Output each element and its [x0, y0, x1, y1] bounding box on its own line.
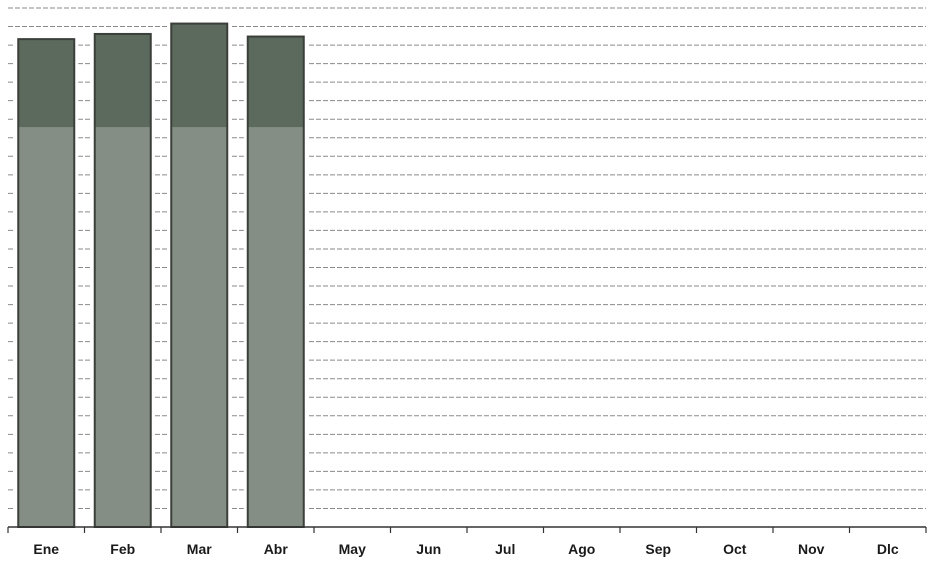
bar-feb	[90, 30, 155, 528]
x-tick-label-nov: Nov	[798, 541, 825, 557]
bar-upper-segment	[171, 23, 228, 128]
x-tick-label-feb: Feb	[110, 541, 135, 557]
bar-upper-segment	[247, 36, 304, 128]
bar-upper-segment	[94, 33, 151, 128]
gridlines	[8, 7, 926, 528]
bar-abr	[243, 33, 308, 528]
x-tick-label-oct: Oct	[723, 541, 747, 557]
bar-lower-segment	[171, 127, 228, 528]
x-tick-label-jun: Jun	[416, 541, 441, 557]
bar-lower-segment	[18, 127, 75, 528]
x-tick-label-abr: Abr	[264, 541, 289, 557]
bar-mar	[167, 20, 232, 528]
x-tick-label-sep: Sep	[645, 541, 671, 557]
x-ticks	[7, 527, 927, 533]
x-tick-label-may: May	[339, 541, 366, 557]
bar-ene	[14, 36, 79, 528]
x-tick-label-ene: Ene	[33, 541, 59, 557]
x-tick-label-ago: Ago	[568, 541, 595, 557]
bar-lower-segment	[247, 127, 304, 528]
bars	[14, 20, 308, 528]
x-tick-labels: Ene Feb Mar Abr May Jun Jul Ago Sep Oct Nov Dlc	[33, 541, 898, 557]
x-tick-label-jul: Jul	[495, 541, 515, 557]
bar-lower-segment	[94, 127, 151, 528]
x-tick-label-mar: Mar	[187, 541, 212, 557]
bar-upper-segment	[18, 39, 75, 128]
x-tick-label-dlc: Dlc	[877, 541, 899, 557]
